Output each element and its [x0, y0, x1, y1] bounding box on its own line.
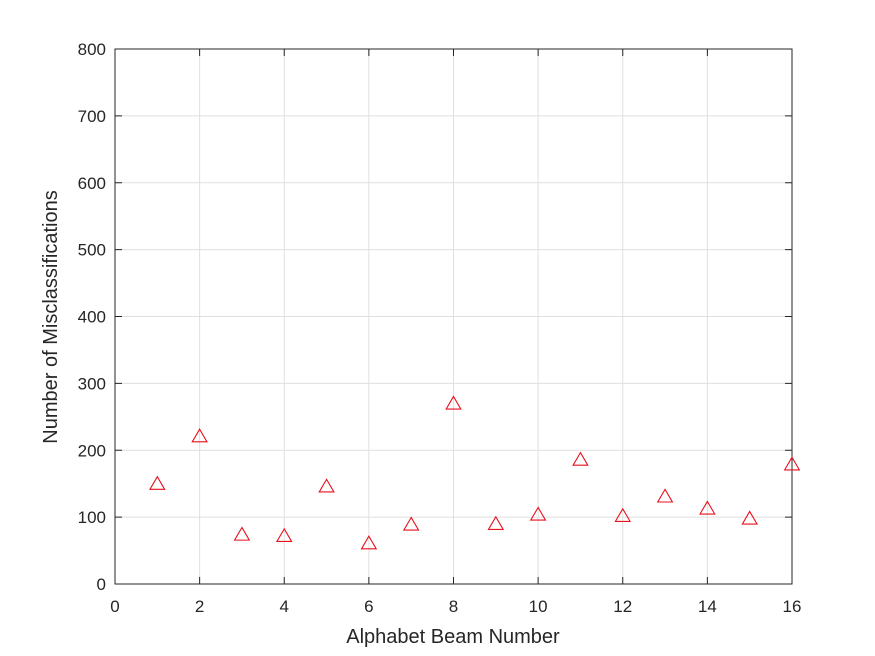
data-points: [149, 395, 801, 550]
tick-labels: 0 2 4 6 8 10 12 14 16 0 100 200 300 400 500 600 700 800: [78, 40, 802, 616]
data-point-triangle: [741, 510, 758, 525]
x-tick-label: 10: [529, 597, 548, 616]
y-tick-label: 300: [78, 374, 106, 393]
x-tick-label: 0: [110, 597, 119, 616]
y-tick-label: 600: [78, 174, 106, 193]
y-axis-label: Number of Misclassifications: [40, 190, 62, 443]
x-axis-label: Alphabet Beam Number: [346, 626, 560, 648]
x-tick-label: 6: [364, 597, 373, 616]
data-point-triangle: [445, 395, 462, 410]
data-point-triangle: [656, 488, 674, 503]
y-tick-label: 200: [78, 441, 106, 460]
y-tick-label: 700: [78, 107, 106, 126]
x-tick-label: 14: [698, 597, 717, 616]
x-tick-label: 2: [195, 597, 204, 616]
data-point-triangle: [572, 451, 589, 466]
y-tick-label: 100: [78, 508, 106, 527]
x-tick-label: 8: [449, 597, 458, 616]
data-point-triangle: [149, 475, 166, 490]
y-tick-label: 500: [78, 241, 106, 260]
data-point-triangle: [487, 515, 505, 530]
data-point-triangle: [318, 478, 335, 493]
axes: [114, 48, 793, 585]
data-point-triangle: [783, 456, 801, 471]
data-point-triangle: [360, 535, 378, 550]
data-point-triangle: [614, 507, 632, 522]
data-point-triangle: [191, 428, 208, 443]
y-tick-label: 800: [78, 40, 106, 59]
y-tick-label: 400: [78, 308, 106, 327]
x-tick-label: 4: [280, 597, 289, 616]
grid: [114, 48, 793, 585]
data-point-triangle: [402, 516, 420, 531]
x-tick-label: 16: [783, 597, 802, 616]
y-tick-label: 0: [97, 575, 106, 594]
data-point-triangle: [699, 500, 716, 515]
data-point-triangle: [275, 527, 293, 543]
data-point-triangle: [233, 526, 251, 541]
data-point-triangle: [529, 506, 547, 521]
x-tick-label: 12: [613, 597, 632, 616]
